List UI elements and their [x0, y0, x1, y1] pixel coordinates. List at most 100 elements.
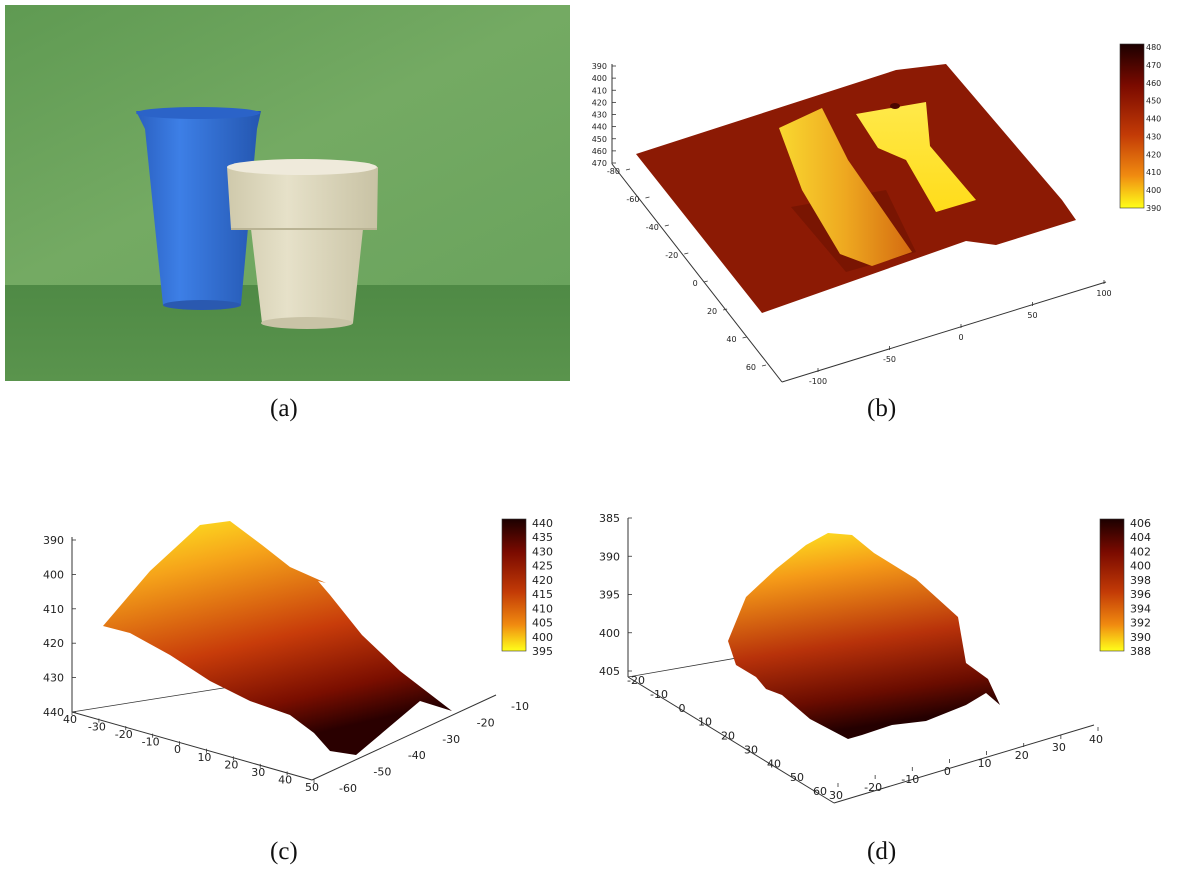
b-x-tick-label: -50 — [883, 355, 896, 364]
c-x-tick-label: 30 — [251, 766, 265, 779]
d-y-axis — [627, 676, 835, 804]
d-y-tick-label: 60 — [813, 785, 827, 798]
b-colorbar-tick-label: 430 — [1146, 132, 1161, 141]
d-z-tick-label: 385 — [599, 512, 620, 525]
b-colorbar — [1119, 43, 1145, 209]
caption-a: (a) — [270, 395, 298, 422]
c-x-tick-label: 40 — [63, 713, 77, 726]
d-x-tick-label: 30 — [829, 789, 843, 802]
d-x-axis — [833, 724, 1095, 804]
cream-pot-icon — [227, 159, 378, 329]
d-colorbar-tick-label: 390 — [1130, 631, 1151, 644]
c-y-tick-label: -50 — [373, 766, 391, 779]
b-z-tick-label: 390 — [592, 62, 607, 71]
b-y-tick-label: -60 — [626, 195, 639, 204]
b-x-tick-label: -100 — [809, 377, 827, 386]
c-x-tick-label: 10 — [197, 751, 211, 764]
b-z-tick-label: 450 — [592, 135, 607, 144]
b-y-tick-label: 40 — [726, 335, 736, 344]
c-z-tick-label: 440 — [43, 706, 64, 719]
b-z-tick-label: 470 — [592, 159, 607, 168]
b-pot-surface — [856, 102, 976, 212]
d-colorbar-tick-label: 400 — [1130, 560, 1151, 573]
caption-c: (c) — [270, 838, 298, 865]
d-x-tick-label: 10 — [978, 757, 992, 770]
surface-plot-b: 390 400 410 420 430 440 450 460 470 -80 -60 -40 -20 0… — [586, 30, 1166, 390]
b-z-tick-label: 420 — [592, 98, 607, 107]
c-y-axis — [311, 694, 497, 781]
b-cylinder-surface — [779, 108, 912, 266]
d-x-tick-label: 0 — [944, 765, 951, 778]
d-z-tick-label: 395 — [599, 589, 620, 602]
c-y-tick-label: -30 — [442, 733, 460, 746]
d-y-tick-label: 10 — [698, 716, 712, 729]
d-y-tick-label: 50 — [790, 771, 804, 784]
b-x-tick-label: 100 — [1096, 289, 1111, 298]
b-colorbar-tick-label: 420 — [1146, 150, 1161, 159]
b-colorbar-tick-label: 400 — [1146, 186, 1161, 195]
c-z-tick-label: 400 — [43, 568, 64, 581]
b-colorbar-tick-label: 450 — [1146, 97, 1161, 106]
b-colorbar-tick-label: 480 — [1146, 43, 1161, 52]
c-y-tick-label: -40 — [408, 749, 426, 762]
b-colorbar-tick-label: 410 — [1146, 168, 1161, 177]
d-colorbar-tick-label: 398 — [1130, 574, 1151, 587]
d-colorbar — [1099, 518, 1125, 652]
d-z-tick-label: 405 — [599, 665, 620, 678]
d-colorbar-tick-label: 402 — [1130, 545, 1151, 558]
c-x-tick-label: 40 — [278, 773, 292, 786]
b-colorbar-tick-label: 390 — [1146, 204, 1161, 213]
surface-plot-d: 385 390 395 400 405 -20 -10 0 10 20 30 40 50 60 30 -20-… — [586, 505, 1166, 805]
b-y-tick-label: 60 — [746, 363, 756, 372]
d-x-tick-label: 20 — [1015, 749, 1029, 762]
d-colorbar-tick-label: 396 — [1130, 588, 1151, 601]
surface-b-svg: 390400410420430440450460470-80-60-40-200… — [592, 43, 1162, 386]
c-z-tick-label: 430 — [43, 672, 64, 685]
c-colorbar-tick-label: 430 — [532, 545, 553, 558]
b-x-axis — [781, 281, 1107, 383]
b-z-tick-label: 400 — [592, 74, 607, 83]
c-colorbar-tick-label: 400 — [532, 631, 553, 644]
c-x-axis — [71, 711, 313, 781]
d-x-tick-label: -20 — [864, 781, 882, 794]
d-x-tick-label: 40 — [1089, 733, 1103, 746]
c-x-tick-label: -10 — [142, 736, 160, 749]
b-z-tick-label: 440 — [592, 123, 607, 132]
d-y-tick-label: 40 — [767, 757, 781, 770]
d-colorbar-tick-label: 392 — [1130, 617, 1151, 630]
photo-panel — [5, 5, 570, 381]
surface-c-svg: 39040041042043044040-30-20-1001020304050… — [43, 517, 553, 795]
d-surface — [728, 533, 1000, 739]
photo-image — [5, 5, 570, 381]
c-surface — [103, 521, 452, 755]
b-z-tick-label: 430 — [592, 111, 607, 120]
b-y-axis — [611, 163, 783, 383]
c-y-tick-label: -20 — [477, 716, 495, 729]
c-colorbar-tick-label: 425 — [532, 560, 553, 573]
c-x-tick-label: -20 — [115, 728, 133, 741]
d-y-tick-label: -10 — [650, 688, 668, 701]
c-colorbar-tick-label: 435 — [532, 531, 553, 544]
b-colorbar-tick-label: 460 — [1146, 79, 1161, 88]
c-z-tick-label: 410 — [43, 603, 64, 616]
b-y-tick-label: -80 — [607, 167, 620, 176]
b-x-tick-label: 50 — [1027, 311, 1037, 320]
c-colorbar-tick-label: 415 — [532, 588, 553, 601]
b-y-tick-label: 20 — [707, 307, 717, 316]
d-colorbar-tick-label: 404 — [1130, 531, 1151, 544]
c-x-tick-label: -30 — [88, 721, 106, 734]
c-colorbar-tick-label: 420 — [532, 574, 553, 587]
caption-d: (d) — [867, 838, 897, 865]
d-y-tick-label: 30 — [744, 743, 758, 756]
c-y-tick-label: -10 — [511, 700, 529, 713]
c-y-tick-label: -60 — [339, 782, 357, 795]
b-y-tick-label: -40 — [646, 223, 659, 232]
b-y-tick-label: -20 — [665, 251, 678, 260]
b-z-tick-label: 460 — [592, 147, 607, 156]
c-z-tick-label: 390 — [43, 534, 64, 547]
d-colorbar-tick-label: 394 — [1130, 602, 1151, 615]
caption-b: (b) — [867, 395, 897, 422]
c-x-tick-label: 0 — [174, 743, 181, 756]
c-colorbar — [501, 518, 527, 652]
